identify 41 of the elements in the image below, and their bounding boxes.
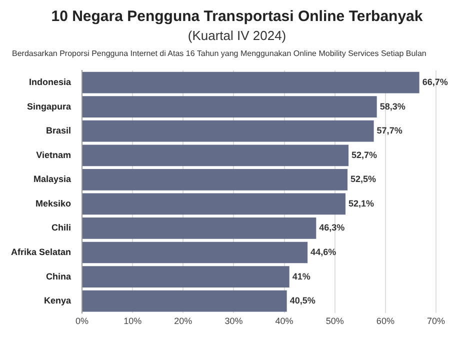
y-tick-label: Vietnam [36,150,72,160]
bar [82,242,308,264]
text: Berdasarkan Proporsi Pengguna Internet di Atas 16 Tahun yang Menggunakan Online Mobility Services Setiap Bulan [11,49,428,58]
data-label: 52,1% [348,198,374,208]
x-tick-label: 0% [76,316,89,326]
bar [82,72,420,94]
y-tick-label: Indonesia [29,77,72,88]
bar [82,218,316,239]
data-label: 57,7% [376,126,402,136]
y-tick-label: China [46,271,72,282]
x-tick-label: 50% [326,316,344,326]
y-tick-label: Kenya [44,296,72,306]
bar [82,96,377,118]
y-tick-label: Chili [52,222,72,233]
y-tick-label: Meksiko [35,198,72,208]
bar [82,266,290,288]
data-label: 66,7% [422,77,448,88]
x-tick-label: 10% [124,316,142,326]
y-tick-label: Afrika Selatan [10,246,72,257]
x-tick-label: 30% [224,316,243,326]
data-label: 58,3% [380,101,406,112]
chart-title: 10 Negara Pengguna Transportasi Online Terbanyak [50,8,424,25]
x-tick-label: 20% [174,316,192,326]
data-label: 41% [292,271,310,282]
y-tick-label: Malaysia [33,174,72,184]
bar [82,290,287,312]
data-label: 52,7% [352,150,378,160]
data-label: 52,5% [350,174,376,184]
x-tick-label: 70% [426,316,446,326]
chart-subtitle: (Kuartal IV 2024) [186,28,288,43]
data-label: 40,5% [290,296,316,306]
x-tick-label: 60% [376,316,394,326]
x-tick-label: 40% [275,316,294,326]
bar [82,120,374,142]
y-tick-label: Brasil [46,126,72,136]
y-tick-label: Singapura [27,101,72,112]
bar [82,168,348,190]
data-label: 44,6% [310,246,336,257]
bar [82,193,346,215]
data-label: 46,3% [319,222,345,233]
bar [82,144,349,166]
